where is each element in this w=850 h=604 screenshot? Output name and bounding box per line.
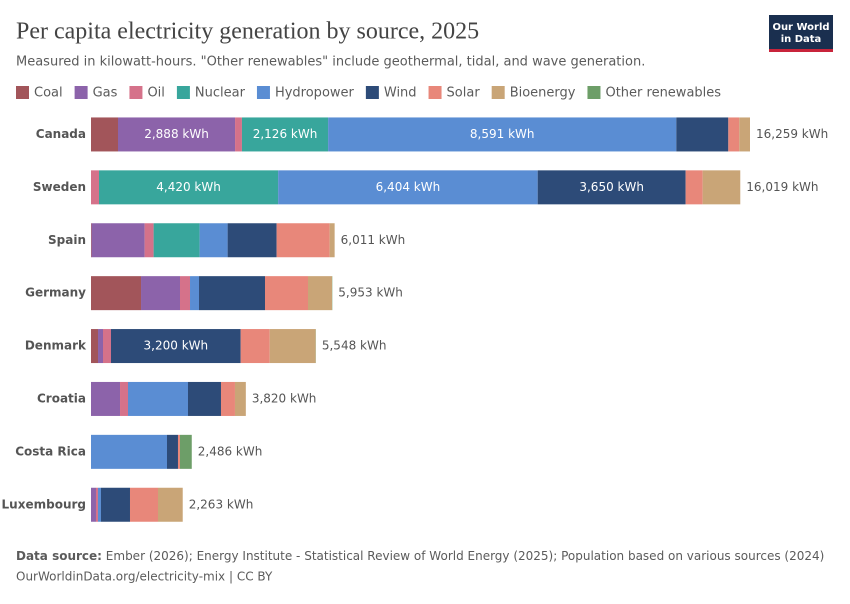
total-label: 16,019 kWh xyxy=(746,180,818,194)
legend-label: Wind xyxy=(384,86,417,101)
y-tick-label: Luxembourg xyxy=(2,497,86,511)
bar-segment xyxy=(228,223,277,257)
logo-text: in Data xyxy=(781,34,822,45)
value-label: 3,650 kWh xyxy=(579,180,644,194)
bar-segment xyxy=(265,276,308,310)
bar-segment xyxy=(158,488,183,522)
y-tick-label: Croatia xyxy=(37,391,86,405)
source-text: Ember (2026); Energy Institute - Statist… xyxy=(106,549,825,563)
value-label: 8,591 kWh xyxy=(470,127,535,141)
legend-swatch xyxy=(257,86,270,99)
bar-segment xyxy=(130,488,158,522)
bar-segment xyxy=(91,435,167,469)
bar-segment xyxy=(686,170,703,204)
total-label: 2,486 kWh xyxy=(198,444,263,458)
note: OurWorldinData.org/electricity-mix | CC … xyxy=(16,570,273,584)
bar-segment xyxy=(103,329,111,363)
bar-segment xyxy=(167,435,178,469)
legend-label: Bioenergy xyxy=(510,86,576,101)
bar-segment xyxy=(221,382,235,416)
bar-segment xyxy=(98,329,103,363)
bar-segment xyxy=(145,223,154,257)
value-label: 4,420 kWh xyxy=(156,180,221,194)
bar-segment xyxy=(91,382,120,416)
y-tick-label: Canada xyxy=(36,127,86,141)
bar-segment xyxy=(180,276,190,310)
bar-segment xyxy=(101,488,130,522)
total-label: 6,011 kWh xyxy=(341,233,406,247)
total-label: 5,953 kWh xyxy=(338,286,403,300)
bar-segment xyxy=(91,117,118,151)
bar-segment xyxy=(96,488,98,522)
legend-label: Solar xyxy=(447,86,481,101)
legend-label: Oil xyxy=(147,86,164,101)
legend-swatch xyxy=(177,86,190,99)
bar-segment xyxy=(739,117,750,151)
bar-segment xyxy=(676,117,728,151)
logo-box xyxy=(769,15,833,51)
bar-segment xyxy=(728,117,739,151)
legend-label: Coal xyxy=(34,86,63,101)
bar-segment xyxy=(235,117,242,151)
bar-segment xyxy=(190,276,199,310)
bar-segment xyxy=(128,382,188,416)
bar-segment xyxy=(200,223,228,257)
bar-segment xyxy=(235,382,246,416)
bar-segment xyxy=(91,223,92,257)
bar-segment xyxy=(154,223,200,257)
total-label: 3,820 kWh xyxy=(252,391,317,405)
legend-label: Hydropower xyxy=(275,86,355,101)
legend-swatch xyxy=(16,86,29,99)
bar-segment xyxy=(330,223,335,257)
legend-swatch xyxy=(129,86,142,99)
bar-segment xyxy=(277,223,330,257)
legend-swatch xyxy=(75,86,88,99)
y-tick-label: Denmark xyxy=(25,339,87,353)
bar-segment xyxy=(92,223,145,257)
bar-segment xyxy=(91,329,98,363)
logo-stripe xyxy=(769,49,833,52)
legend-swatch xyxy=(366,86,379,99)
source-label: Data source: xyxy=(16,549,102,563)
bar-segment xyxy=(120,382,128,416)
bar-segment xyxy=(270,329,316,363)
bar-segment xyxy=(91,488,96,522)
total-label: 16,259 kWh xyxy=(756,127,828,141)
y-tick-label: Sweden xyxy=(33,180,86,194)
bar-segment xyxy=(91,276,141,310)
total-label: 2,263 kWh xyxy=(189,497,254,511)
y-tick-label: Spain xyxy=(48,233,86,247)
bar-segment xyxy=(199,276,265,310)
bar-segment xyxy=(180,435,192,469)
bar-segment xyxy=(308,276,332,310)
value-label: 2,888 kWh xyxy=(144,127,209,141)
legend-label: Other renewables xyxy=(605,86,721,101)
value-label: 3,200 kWh xyxy=(144,339,209,353)
legend-label: Nuclear xyxy=(195,86,246,101)
source: Data source: Ember (2026); Energy Instit… xyxy=(16,549,824,563)
legend-label: Gas xyxy=(93,86,118,101)
value-label: 2,126 kWh xyxy=(253,127,318,141)
y-tick-label: Germany xyxy=(25,286,86,300)
bar-segment xyxy=(91,170,99,204)
chart-title: Per capita electricity generation by sou… xyxy=(16,19,479,45)
bar-segment xyxy=(703,170,741,204)
chart-subtitle: Measured in kilowatt-hours. "Other renew… xyxy=(16,55,645,70)
value-label: 6,404 kWh xyxy=(376,180,441,194)
bar-segment xyxy=(141,276,180,310)
bar-segment xyxy=(98,488,101,522)
logo-text: Our World xyxy=(772,22,829,33)
legend-swatch xyxy=(587,86,600,99)
legend-swatch xyxy=(492,86,505,99)
bar-segment xyxy=(188,382,221,416)
y-tick-label: Costa Rica xyxy=(15,444,86,458)
bar-segment xyxy=(178,435,180,469)
legend-swatch xyxy=(429,86,442,99)
total-label: 5,548 kWh xyxy=(322,339,387,353)
bar-segment xyxy=(241,329,270,363)
